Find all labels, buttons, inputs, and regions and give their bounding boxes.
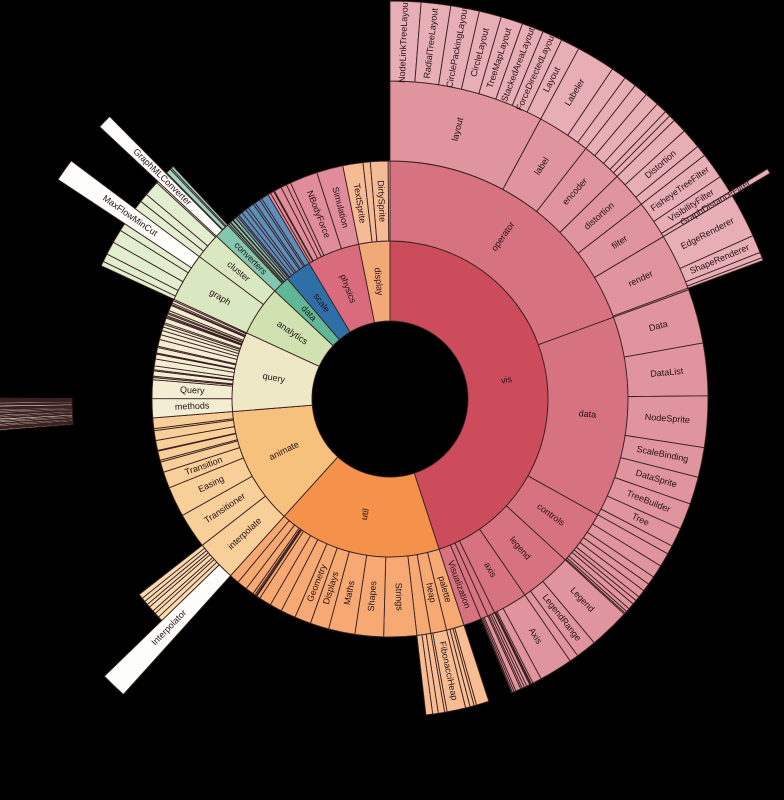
svg-text:data: data [578,408,596,419]
svg-text:methods: methods [175,400,210,411]
svg-text:Query: Query [180,385,205,396]
svg-text:vis: vis [500,374,513,386]
svg-text:DirtySprite: DirtySprite [376,180,388,222]
svg-text:Strings: Strings [394,583,405,612]
